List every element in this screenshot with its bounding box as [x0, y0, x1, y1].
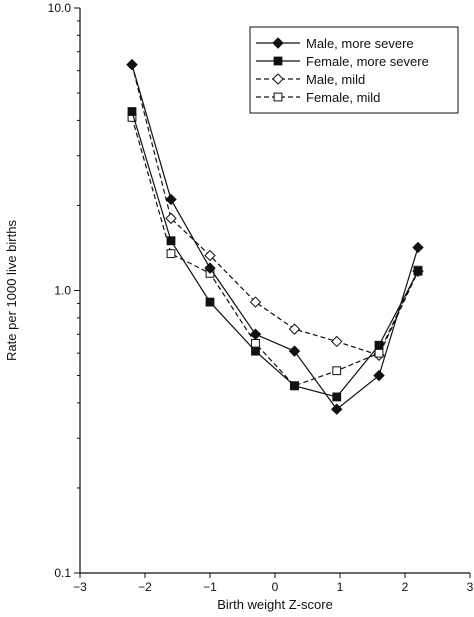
legend-marker	[273, 56, 283, 66]
legend-label: Female, mild	[306, 90, 380, 105]
data-point	[288, 323, 301, 335]
x-tick-label: −3	[73, 580, 87, 594]
data-point	[331, 335, 343, 348]
data-point	[413, 266, 423, 276]
x-axis-title: Birth weight Z-score	[217, 597, 333, 612]
y-tick-label: 1.0	[54, 284, 71, 298]
data-point	[288, 345, 301, 357]
data-point	[126, 58, 138, 71]
series-layer	[126, 58, 424, 415]
series-line	[131, 64, 419, 411]
data-point	[127, 107, 137, 116]
data-point	[165, 193, 177, 206]
series-1	[127, 107, 423, 402]
x-tick-label: 2	[402, 580, 409, 594]
data-point	[290, 381, 299, 391]
legend-label: Male, more severe	[306, 36, 414, 51]
legend-label: Male, mild	[306, 72, 365, 87]
data-point	[249, 328, 262, 340]
data-point	[205, 297, 215, 307]
y-tick-label: 10.0	[48, 1, 72, 15]
series-0	[126, 58, 424, 415]
legend-marker	[272, 73, 284, 85]
x-tick-label: 3	[467, 580, 474, 594]
x-tick-label: −1	[203, 580, 217, 594]
legend-marker	[273, 92, 283, 102]
data-point	[332, 366, 342, 376]
legend: Male, more severe Female, more severe Male…	[249, 26, 459, 114]
data-point	[165, 212, 177, 225]
series-line	[131, 117, 419, 387]
data-point	[204, 262, 216, 274]
x-tick-label: 1	[337, 580, 344, 594]
data-point	[374, 348, 384, 358]
data-point	[251, 346, 260, 356]
data-point	[332, 392, 342, 402]
data-point	[249, 296, 262, 308]
data-point	[331, 403, 343, 415]
data-point	[373, 369, 385, 382]
data-point	[166, 249, 176, 259]
y-axis-title: Rate per 1000 live births	[4, 220, 19, 361]
legend-label: Female, more severe	[306, 54, 429, 69]
data-point	[251, 338, 260, 348]
legend-marker	[272, 37, 284, 49]
data-point	[412, 241, 424, 254]
data-point	[166, 236, 176, 246]
y-tick-label: 0.1	[54, 566, 71, 580]
data-point	[374, 340, 384, 350]
legend-box	[249, 26, 459, 114]
axes: −3 −2 −1 0 1 2 3 0.1 1.0 10.0	[48, 1, 474, 594]
x-tick-label: 0	[272, 580, 279, 594]
series-line	[131, 111, 419, 398]
data-point	[204, 249, 216, 262]
x-tick-label: −2	[138, 580, 152, 594]
